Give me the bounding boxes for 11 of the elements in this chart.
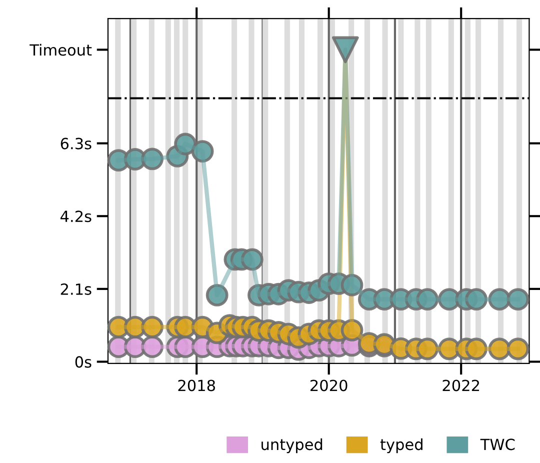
- legend-label: untyped: [262, 438, 322, 454]
- y-tick-label: 4.2s: [60, 210, 92, 222]
- legend-label: TWC: [480, 438, 515, 450]
- x-tick-label: 2018: [178, 380, 215, 392]
- x-tick-label: 2020: [310, 380, 348, 392]
- y-tick-label: 2.1s: [60, 283, 92, 295]
- y-tick-label: Timeout: [30, 44, 92, 56]
- x-tick-label: 2022: [442, 380, 480, 392]
- y-tick-label: 6.3s: [60, 138, 92, 150]
- y-tick-label: 0s: [75, 356, 92, 368]
- legend-label: typed: [380, 438, 422, 454]
